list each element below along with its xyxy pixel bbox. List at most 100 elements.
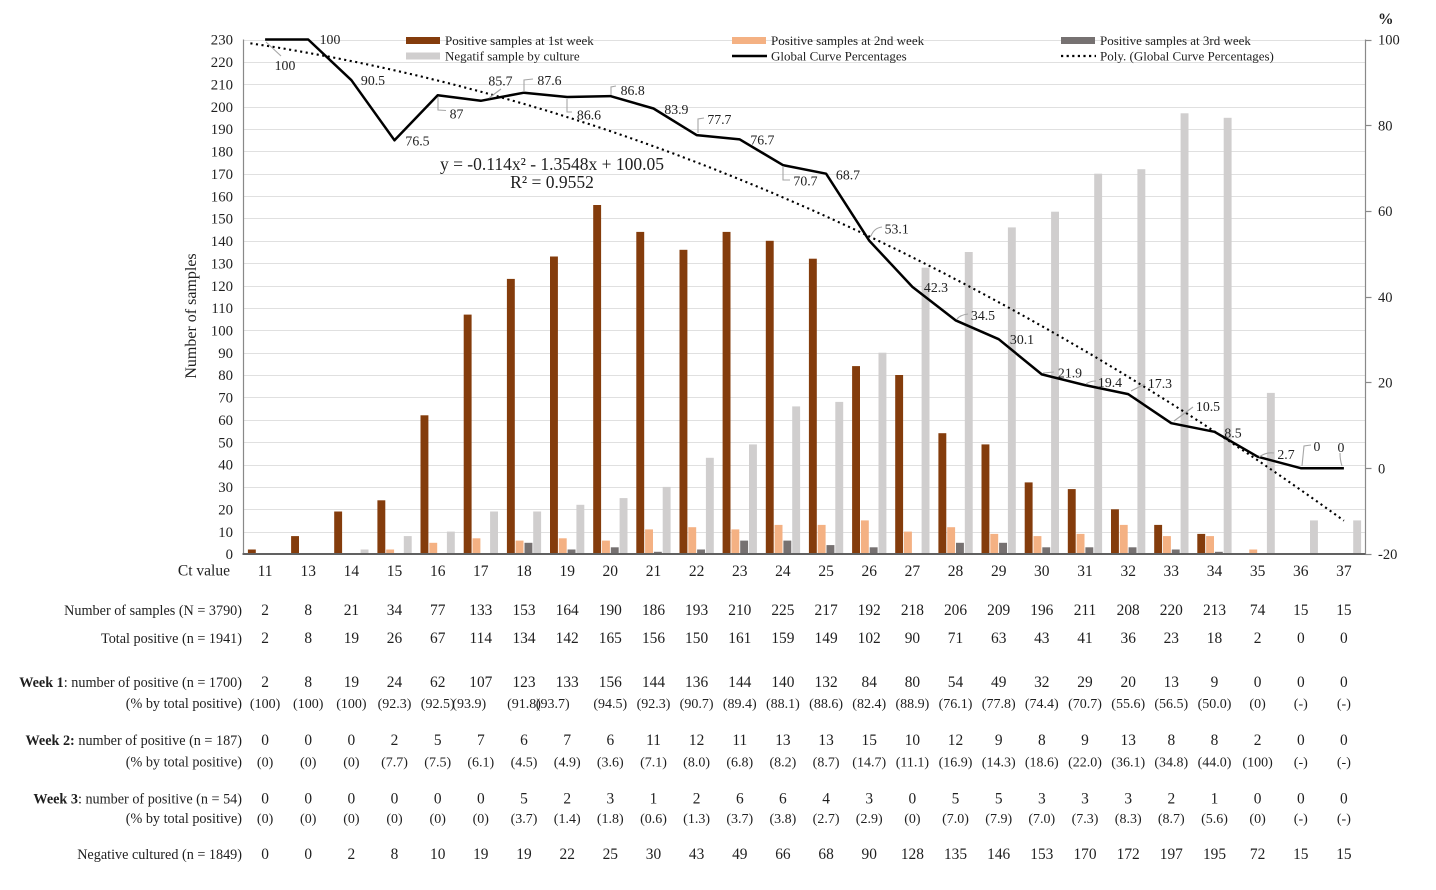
- svg-text:197: 197: [1160, 846, 1183, 863]
- svg-text:160: 160: [211, 189, 233, 205]
- svg-text:(6.8): (6.8): [726, 756, 753, 771]
- svg-text:27: 27: [905, 563, 921, 580]
- svg-text:220: 220: [1160, 602, 1183, 619]
- svg-text:100: 100: [275, 58, 296, 73]
- svg-text:8: 8: [304, 630, 312, 647]
- svg-text:90: 90: [905, 630, 921, 647]
- svg-text:40: 40: [218, 458, 233, 474]
- svg-text:156: 156: [642, 630, 665, 647]
- svg-text:77: 77: [430, 602, 446, 619]
- svg-text:(100): (100): [336, 697, 367, 712]
- svg-text:230: 230: [211, 33, 233, 49]
- svg-text:8: 8: [391, 846, 399, 863]
- svg-text:62: 62: [430, 674, 445, 691]
- svg-text:34: 34: [1207, 563, 1223, 580]
- svg-text:13: 13: [1164, 674, 1180, 691]
- svg-text:2: 2: [391, 732, 399, 749]
- svg-text:(0): (0): [343, 756, 360, 771]
- svg-text:1: 1: [1211, 791, 1219, 808]
- svg-text:34: 34: [387, 602, 403, 619]
- svg-text:0: 0: [1338, 440, 1345, 455]
- svg-text:16: 16: [430, 563, 446, 580]
- svg-text:(89.4): (89.4): [723, 697, 757, 712]
- svg-text:(50.0): (50.0): [1198, 697, 1232, 712]
- svg-text:(7.5): (7.5): [424, 756, 451, 771]
- svg-text:0: 0: [304, 791, 312, 808]
- svg-text:0: 0: [434, 791, 442, 808]
- svg-text:(14.3): (14.3): [982, 756, 1016, 771]
- svg-text:153: 153: [1030, 846, 1053, 863]
- svg-text:(-): (-): [1337, 756, 1351, 771]
- svg-text:43: 43: [1034, 630, 1050, 647]
- svg-text:(0): (0): [257, 756, 274, 771]
- svg-text:18: 18: [1207, 630, 1223, 647]
- svg-text:149: 149: [815, 630, 838, 647]
- svg-text:120: 120: [211, 279, 233, 295]
- svg-text:15: 15: [862, 732, 878, 749]
- svg-text:41: 41: [1077, 630, 1092, 647]
- svg-text:76.5: 76.5: [405, 133, 429, 148]
- svg-text:100: 100: [1378, 33, 1400, 49]
- svg-text:5: 5: [434, 732, 442, 749]
- svg-text:213: 213: [1203, 602, 1226, 619]
- svg-text:(0): (0): [1249, 812, 1266, 827]
- svg-text:Positive samples at 2nd week: Positive samples at 2nd week: [771, 33, 925, 48]
- svg-text:19.4: 19.4: [1098, 375, 1122, 390]
- svg-text:10: 10: [430, 846, 446, 863]
- svg-text:24: 24: [775, 563, 791, 580]
- svg-text:9: 9: [1081, 732, 1089, 749]
- svg-text:164: 164: [556, 602, 579, 619]
- svg-text:30: 30: [218, 480, 233, 496]
- svg-text:(3.7): (3.7): [726, 812, 753, 827]
- svg-text:(0): (0): [904, 812, 921, 827]
- svg-text:153: 153: [512, 602, 535, 619]
- svg-text:33: 33: [1164, 563, 1180, 580]
- svg-text:(44.0): (44.0): [1198, 756, 1232, 771]
- svg-text:86.8: 86.8: [621, 83, 645, 98]
- svg-text:49: 49: [732, 846, 748, 863]
- svg-text:(92.5): (92.5): [421, 697, 455, 712]
- svg-text:13: 13: [1121, 732, 1137, 749]
- svg-text:15: 15: [387, 563, 403, 580]
- svg-text:3: 3: [606, 791, 614, 808]
- svg-text:(76.1): (76.1): [939, 697, 973, 712]
- svg-text:13: 13: [775, 732, 791, 749]
- svg-text:3: 3: [1124, 791, 1132, 808]
- svg-text:42.3: 42.3: [924, 280, 948, 295]
- svg-text:142: 142: [556, 630, 579, 647]
- svg-text:(2.9): (2.9): [856, 812, 883, 827]
- svg-text:3: 3: [1038, 791, 1046, 808]
- svg-text:(0): (0): [473, 812, 490, 827]
- svg-text:2: 2: [1167, 791, 1175, 808]
- svg-text:80: 80: [1378, 119, 1393, 135]
- svg-text:2: 2: [348, 846, 356, 863]
- svg-text:(94.5): (94.5): [593, 697, 627, 712]
- svg-text:29: 29: [991, 563, 1007, 580]
- svg-text:11: 11: [258, 563, 273, 580]
- svg-text:90: 90: [218, 346, 233, 362]
- svg-text:(88.6): (88.6): [809, 697, 843, 712]
- svg-text:70: 70: [218, 391, 233, 407]
- svg-text:180: 180: [211, 145, 233, 161]
- svg-text:(-): (-): [1294, 697, 1308, 712]
- svg-text:(91.8): (91.8): [507, 697, 541, 712]
- svg-text:76.7: 76.7: [750, 132, 774, 147]
- svg-text:0: 0: [909, 791, 917, 808]
- svg-text:136: 136: [685, 674, 708, 691]
- svg-text:100: 100: [320, 32, 341, 47]
- svg-text:8.5: 8.5: [1224, 426, 1241, 441]
- svg-text:0: 0: [1340, 732, 1348, 749]
- svg-text:25: 25: [603, 846, 619, 863]
- svg-text:218: 218: [901, 602, 924, 619]
- svg-text:(-): (-): [1337, 812, 1351, 827]
- svg-text:0: 0: [261, 732, 269, 749]
- svg-text:Negative cultured (n = 1849): Negative cultured (n = 1849): [77, 847, 242, 863]
- svg-text:190: 190: [211, 122, 233, 138]
- svg-text:0: 0: [1314, 439, 1321, 454]
- svg-text:7: 7: [477, 732, 485, 749]
- svg-text:208: 208: [1117, 602, 1140, 619]
- svg-text:29: 29: [1077, 674, 1093, 691]
- svg-text:170: 170: [1073, 846, 1096, 863]
- svg-text:5: 5: [952, 791, 960, 808]
- svg-text:8: 8: [1211, 732, 1219, 749]
